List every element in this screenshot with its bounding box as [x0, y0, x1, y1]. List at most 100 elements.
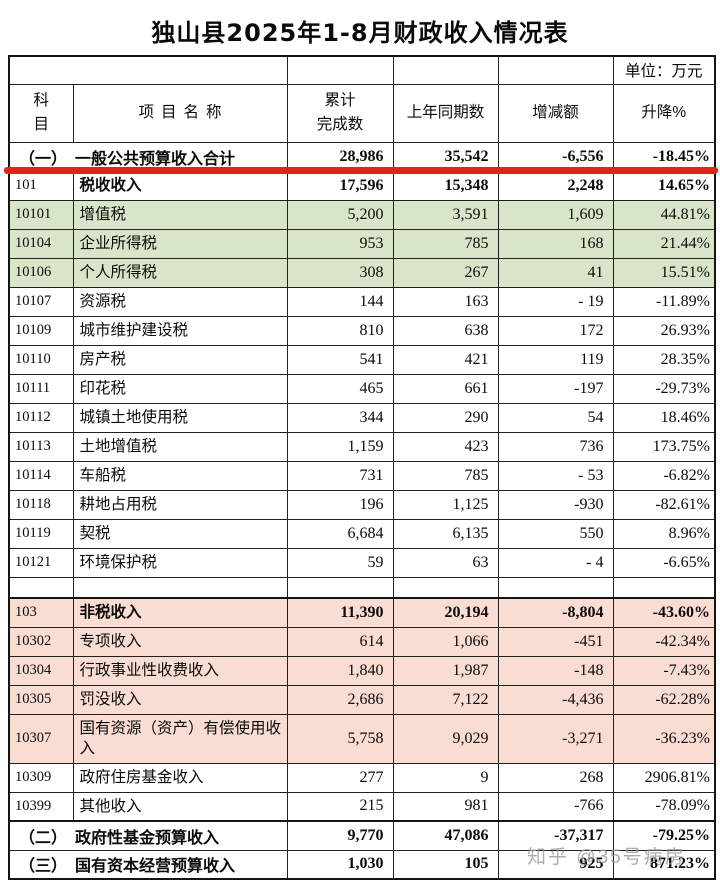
row-code-cell: 10104	[8, 228, 74, 259]
row-name-cell: 个人所得税	[72, 257, 288, 288]
row-name-cell: 国有资源（资产）有偿使用收入	[72, 713, 288, 764]
row-name-cell: 罚没收入	[72, 684, 288, 715]
percent-cell: -29.73%	[612, 373, 716, 404]
table-row: 10119 契税 6,684 6,135 550 8.96%	[8, 518, 716, 549]
cumulative-cell: 344	[286, 402, 394, 433]
change-cell: 172	[497, 315, 614, 346]
row-code-cell: 10302	[8, 626, 74, 657]
row-title-cell: （二） 政府性基金预算收入	[8, 820, 288, 851]
cumulative-cell: 196	[286, 489, 394, 520]
row-name-cell: 专项收入	[72, 626, 288, 657]
cumulative-cell: 5,758	[286, 713, 394, 764]
change-cell: 925	[497, 849, 614, 880]
prev-year-cell: 105	[392, 849, 499, 880]
percent-cell: -7.43%	[612, 655, 716, 686]
prev-year-cell: 15,348	[392, 170, 499, 201]
prev-year-cell: 661	[392, 373, 499, 404]
unit-row-blank-cell	[8, 55, 288, 85]
prev-year-cell: 981	[392, 791, 499, 822]
cumulative-cell: 1,030	[286, 849, 394, 880]
row-code-cell: 10107	[8, 286, 74, 317]
row-code-cell: 10307	[8, 713, 74, 764]
row-code-cell: 10121	[8, 547, 74, 578]
row-code-cell	[8, 576, 74, 599]
table-row: 10302 专项收入 614 1,066 -451 -42.34%	[8, 626, 716, 657]
column-header-subject: 科 目	[8, 83, 74, 143]
table-row: 10304 行政事业性收费收入 1,840 1,987 -148 -7.43%	[8, 655, 716, 686]
change-cell: -197	[497, 373, 614, 404]
change-cell: 2,248	[497, 170, 614, 201]
cumulative-cell: 144	[286, 286, 394, 317]
cumulative-cell: 277	[286, 762, 394, 793]
table-row: 10106 个人所得税 308 267 41 15.51%	[8, 257, 716, 288]
table-row: 10107 资源税 144 163- 19 -11.89%	[8, 286, 716, 317]
prev-year-cell: 6,135	[392, 518, 499, 549]
cumulative-cell: 1,840	[286, 655, 394, 686]
row-name-cell: 其他收入	[72, 791, 288, 822]
cumulative-cell: 614	[286, 626, 394, 657]
percent-cell: 8.96%	[612, 518, 716, 549]
cumulative-cell: 465	[286, 373, 394, 404]
change-cell	[497, 576, 614, 599]
unit-row-blank-cell	[392, 55, 499, 85]
column-header-percent: 升降%	[612, 83, 716, 143]
table-row: 10305 罚没收入 2,686 7,122 -4,436 -62.28%	[8, 684, 716, 715]
row-code-cell: 10106	[8, 257, 74, 288]
row-name-cell: 印花税	[72, 373, 288, 404]
row-name-cell	[72, 576, 288, 599]
prev-year-cell: 20,194	[392, 597, 499, 628]
row-code-cell: 10110	[8, 344, 74, 375]
table-row: 101 税收收入 17,596 15,348 2,248 14.65%	[8, 170, 716, 201]
cumulative-cell: 6,684	[286, 518, 394, 549]
prev-year-cell: 290	[392, 402, 499, 433]
change-cell: -6,556	[497, 141, 614, 172]
percent-cell: -36.23%	[612, 713, 716, 764]
table-row: 10109 城市维护建设税 810 638 172 26.93%	[8, 315, 716, 346]
table-row: （一） 一般公共预算收入合计 28,986 35,542 -6,556 -18.45%	[8, 141, 716, 172]
cumulative-cell: 5,200	[286, 199, 394, 230]
percent-cell: -42.34%	[612, 626, 716, 657]
column-header-change: 增减额	[497, 83, 614, 143]
change-cell: -148	[497, 655, 614, 686]
percent-cell: 173.75%	[612, 431, 716, 462]
change-cell: 168	[497, 228, 614, 259]
percent-cell: 871.23%	[612, 849, 716, 880]
change-cell: 41	[497, 257, 614, 288]
page-title: 独山县2025年1-8月财政收入情况表	[151, 19, 569, 47]
row-code-cell: 10309	[8, 762, 74, 793]
cumulative-cell: 59	[286, 547, 394, 578]
table-row: 10110 房产税 541 421 119 28.35%	[8, 344, 716, 375]
change-cell: - 53	[497, 460, 614, 491]
change-cell: -451	[497, 626, 614, 657]
cumulative-cell: 308	[286, 257, 394, 288]
prev-year-cell: 423	[392, 431, 499, 462]
percent-cell: -78.09%	[612, 791, 716, 822]
row-name-cell: 城市维护建设税	[72, 315, 288, 346]
cumulative-cell: 11,390	[286, 597, 394, 628]
row-name-cell: 增值税	[72, 199, 288, 230]
table-row: 10104 企业所得税 953 785 168 21.44%	[8, 228, 716, 259]
row-name-cell: 契税	[72, 518, 288, 549]
change-cell: -3,271	[497, 713, 614, 764]
table-row: 10309 政府住房基金收入 277 9 268 2906.81%	[8, 762, 716, 793]
percent-cell: 18.46%	[612, 402, 716, 433]
table-row: 10101 增值税 5,200 3,591 1,609 44.81%	[8, 199, 716, 230]
percent-cell: 2906.81%	[612, 762, 716, 793]
prev-year-cell: 785	[392, 460, 499, 491]
change-cell: -37,317	[497, 820, 614, 851]
table-row: 10399 其他收入 215 981 -766 -78.09%	[8, 791, 716, 822]
row-name-cell: 企业所得税	[72, 228, 288, 259]
change-cell: 54	[497, 402, 614, 433]
row-name-cell: 政府住房基金收入	[72, 762, 288, 793]
percent-cell: -82.61%	[612, 489, 716, 520]
prev-year-cell: 163	[392, 286, 499, 317]
change-cell: 736	[497, 431, 614, 462]
prev-year-cell: 1,987	[392, 655, 499, 686]
column-header-cumulative: 累计 完成数	[286, 83, 394, 143]
prev-year-cell: 9	[392, 762, 499, 793]
table-row: （二） 政府性基金预算收入 9,770 47,086 -37,317 -79.25%	[8, 820, 716, 851]
row-code-cell: 10304	[8, 655, 74, 686]
table-body: （一） 一般公共预算收入合计 28,986 35,542 -6,556 -18.45% 1…	[8, 141, 716, 880]
table-row: 10112 城镇土地使用税 344 290 54 18.46%	[8, 402, 716, 433]
